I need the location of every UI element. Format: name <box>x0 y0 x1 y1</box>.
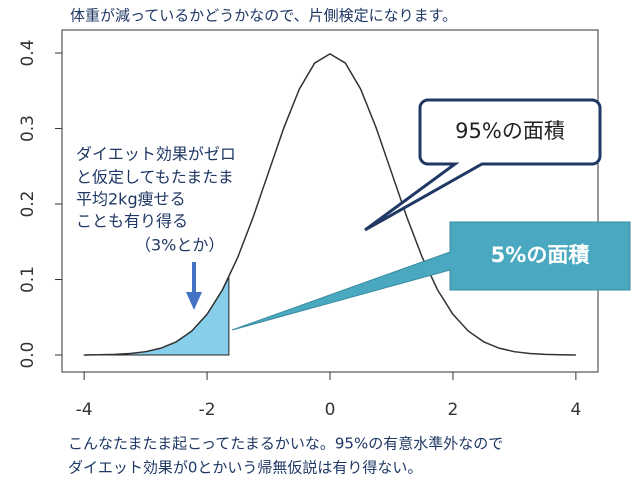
chart-title: 体重が減っているかどうかなので、片側検定になります。 <box>70 7 457 25</box>
arrow <box>186 262 202 310</box>
x-tick-label: 2 <box>448 400 459 420</box>
callout-box <box>364 98 602 232</box>
y-tick-label: 0.3 <box>18 115 38 142</box>
y-tick-label: 0.4 <box>18 40 38 67</box>
y-tick-label: 0.1 <box>18 266 38 293</box>
note-line: ダイエット効果がゼロ <box>76 145 236 164</box>
x-tick-label: 4 <box>570 400 581 420</box>
note-line: 平均2kg痩せる <box>76 190 186 209</box>
callout-text: 5%の面積 <box>491 243 591 267</box>
y-tick-label: 0.0 <box>18 341 38 368</box>
y-tick-label: 0.2 <box>18 190 38 217</box>
caption: ダイエット効果が0とかいう帰無仮説は有り得ない。 <box>68 459 422 477</box>
note-line: （3%とか） <box>135 236 224 255</box>
note: ダイエット効果がゼロ と仮定してもたまたま 平均2kg痩せる ことも有り得る （… <box>76 145 236 255</box>
caption: こんなたまたま起こってたまるかいな。95%の有意水準外なので <box>68 435 503 453</box>
x-tick-label: -4 <box>76 400 93 420</box>
plot <box>83 52 576 356</box>
note-line: と仮定してもたまたま <box>76 168 234 187</box>
x-tick-label: -2 <box>199 400 216 420</box>
note-line: ことも有り得る <box>76 212 188 231</box>
callout-text: 95%の面積 <box>455 119 565 143</box>
density-line <box>84 52 576 356</box>
x-tick-label: 0 <box>325 400 336 420</box>
callout-box <box>231 221 631 331</box>
shaded-area <box>83 277 230 356</box>
